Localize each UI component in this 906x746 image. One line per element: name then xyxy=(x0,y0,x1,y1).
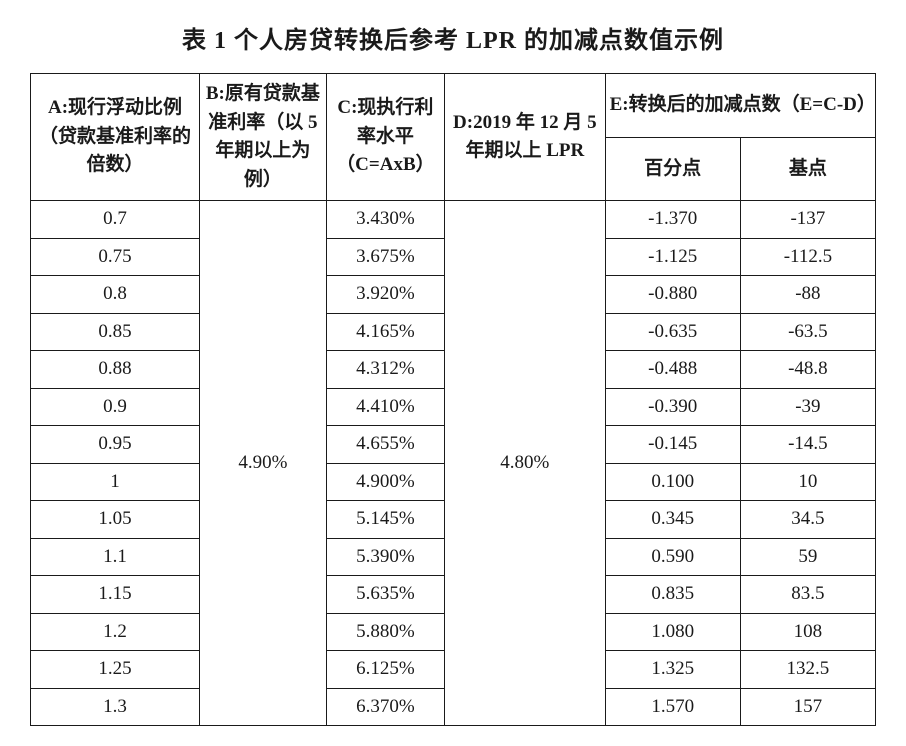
header-E-sub2: 基点 xyxy=(740,137,875,201)
header-E-sub1: 百分点 xyxy=(605,137,740,201)
cell-A: 0.9 xyxy=(31,388,200,426)
cell-E-percent: 0.835 xyxy=(605,576,740,614)
cell-C: 5.145% xyxy=(326,501,444,539)
cell-D-merged: 4.80% xyxy=(445,201,606,726)
cell-E-percent: -0.880 xyxy=(605,276,740,314)
cell-C: 4.410% xyxy=(326,388,444,426)
cell-E-basis: -48.8 xyxy=(740,351,875,389)
cell-A: 1.15 xyxy=(31,576,200,614)
header-D: D:2019 年 12 月 5 年期以上 LPR xyxy=(445,74,606,201)
cell-E-basis: -14.5 xyxy=(740,426,875,464)
header-row-1: A:现行浮动比例（贷款基准利率的倍数） B:原有贷款基准利率（以 5 年期以上为… xyxy=(31,74,876,138)
cell-C: 3.675% xyxy=(326,238,444,276)
cell-C: 3.430% xyxy=(326,201,444,239)
cell-C: 6.125% xyxy=(326,651,444,689)
cell-C: 6.370% xyxy=(326,688,444,726)
table-row: 0.74.90%3.430%4.80%-1.370-137 xyxy=(31,201,876,239)
lpr-table: A:现行浮动比例（贷款基准利率的倍数） B:原有贷款基准利率（以 5 年期以上为… xyxy=(30,73,876,726)
table-body: 0.74.90%3.430%4.80%-1.370-1370.753.675%-… xyxy=(31,201,876,726)
cell-C: 5.390% xyxy=(326,538,444,576)
cell-A: 0.85 xyxy=(31,313,200,351)
table-title: 表 1 个人房贷转换后参考 LPR 的加减点数值示例 xyxy=(30,20,876,55)
cell-E-percent: -0.635 xyxy=(605,313,740,351)
header-B: B:原有贷款基准利率（以 5 年期以上为例） xyxy=(200,74,327,201)
header-A: A:现行浮动比例（贷款基准利率的倍数） xyxy=(31,74,200,201)
cell-C: 4.655% xyxy=(326,426,444,464)
cell-E-basis: -137 xyxy=(740,201,875,239)
cell-C: 3.920% xyxy=(326,276,444,314)
cell-A: 0.8 xyxy=(31,276,200,314)
cell-E-basis: 34.5 xyxy=(740,501,875,539)
cell-A: 1.3 xyxy=(31,688,200,726)
cell-E-percent: 1.570 xyxy=(605,688,740,726)
cell-E-percent: 1.325 xyxy=(605,651,740,689)
header-E-top: E:转换后的加减点数（E=C-D） xyxy=(605,74,875,138)
cell-E-basis: 157 xyxy=(740,688,875,726)
cell-A: 0.88 xyxy=(31,351,200,389)
cell-E-percent: -1.125 xyxy=(605,238,740,276)
cell-C: 4.312% xyxy=(326,351,444,389)
cell-C: 5.880% xyxy=(326,613,444,651)
cell-B-merged: 4.90% xyxy=(200,201,327,726)
cell-E-basis: 10 xyxy=(740,463,875,501)
cell-C: 5.635% xyxy=(326,576,444,614)
cell-C: 4.900% xyxy=(326,463,444,501)
cell-E-percent: 0.590 xyxy=(605,538,740,576)
cell-E-basis: 132.5 xyxy=(740,651,875,689)
cell-E-percent: 0.345 xyxy=(605,501,740,539)
cell-E-basis: 59 xyxy=(740,538,875,576)
cell-E-percent: -0.488 xyxy=(605,351,740,389)
cell-A: 1.1 xyxy=(31,538,200,576)
cell-A: 0.95 xyxy=(31,426,200,464)
cell-E-basis: 108 xyxy=(740,613,875,651)
cell-A: 0.7 xyxy=(31,201,200,239)
cell-E-percent: -1.370 xyxy=(605,201,740,239)
cell-E-percent: 0.100 xyxy=(605,463,740,501)
cell-A: 1.2 xyxy=(31,613,200,651)
cell-E-basis: -39 xyxy=(740,388,875,426)
cell-C: 4.165% xyxy=(326,313,444,351)
header-C: C:现执行利率水平（C=AxB） xyxy=(326,74,444,201)
cell-E-percent: -0.390 xyxy=(605,388,740,426)
cell-E-basis: 83.5 xyxy=(740,576,875,614)
cell-E-percent: -0.145 xyxy=(605,426,740,464)
cell-A: 1 xyxy=(31,463,200,501)
cell-E-basis: -88 xyxy=(740,276,875,314)
cell-A: 1.05 xyxy=(31,501,200,539)
cell-A: 0.75 xyxy=(31,238,200,276)
cell-E-basis: -112.5 xyxy=(740,238,875,276)
cell-E-basis: -63.5 xyxy=(740,313,875,351)
cell-A: 1.25 xyxy=(31,651,200,689)
cell-E-percent: 1.080 xyxy=(605,613,740,651)
